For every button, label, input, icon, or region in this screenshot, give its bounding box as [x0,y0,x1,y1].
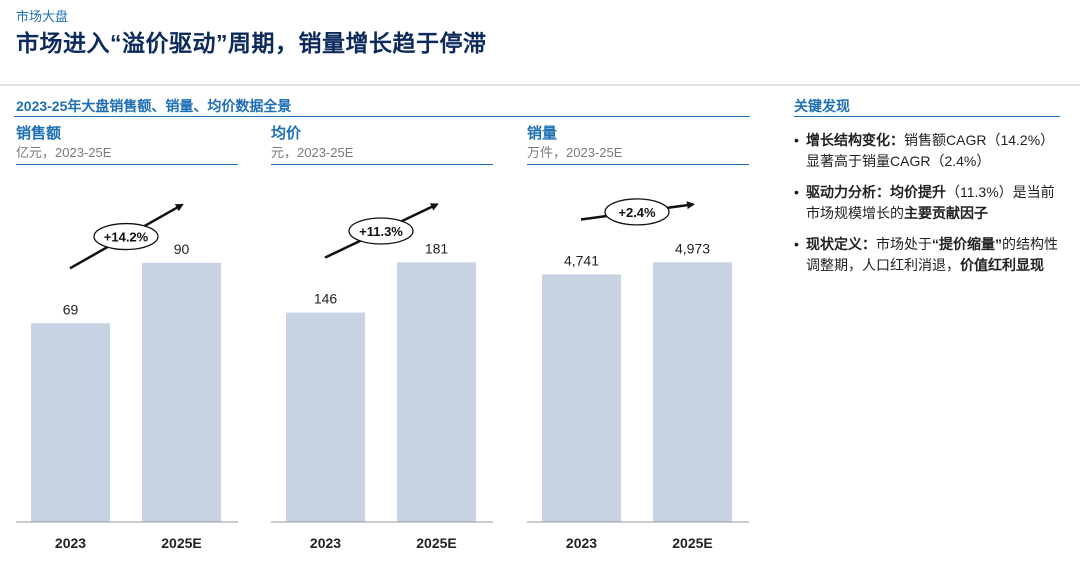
panel-unit-price: 元，2023-25E [271,145,354,160]
growth-label-sales: +14.2% [104,230,149,245]
panel-unit-sales: 亿元，2023-25E [16,145,112,160]
data-label-volume: 4,973 [675,240,710,256]
chart-section-title: 2023-25年大盘销售额、销量、均价数据全景 [16,98,292,114]
key-findings-divider [794,116,1060,117]
x-tick-label-price: 2023 [310,535,341,551]
data-label-sales: 69 [63,301,79,317]
growth-badge-volume [604,198,670,226]
x-tick-label-volume: 2025E [672,535,712,551]
growth-label-price: +11.3% [359,224,403,239]
bar-price-2023 [286,312,365,522]
x-tick-label-volume: 2023 [566,535,597,551]
data-label-price: 146 [314,291,338,307]
finding-bold: “提价缩量” [932,236,1002,252]
finding-bold: 价值红利显现 [960,257,1044,273]
finding-bold: 增长结构变化： [806,132,904,148]
finding-text: 市场处于 [876,236,932,252]
bar-sales-2023 [31,323,110,522]
bar-sales-2025E [142,262,221,522]
finding-item-status: 现状定义：市场处于“提价缩量”的结构性调整期，人口红利消退，价值红利显现 [792,234,1062,276]
key-findings-list: 增长结构变化：销售额CAGR（14.2%）显著高于销量CAGR（2.4%） 驱动… [792,130,1062,286]
chart-section-divider [14,116,750,117]
panel-header-volume: 销量 万件，2023-25E [527,120,749,165]
finding-bold: 驱动力分析：均价提升 [806,184,946,200]
panel-header-sales: 销售额 亿元，2023-25E [16,120,238,165]
bar-volume-2023 [542,274,621,522]
x-tick-label-price: 2025E [416,535,456,551]
panel-unit-volume: 万件，2023-25E [527,145,623,160]
data-label-price: 181 [425,240,449,256]
data-label-volume: 4,741 [564,252,599,268]
finding-bold: 现状定义： [806,236,876,252]
panel-title-price: 均价 [271,125,302,142]
finding-text: 的结构性调整期，人口红利消退， [806,236,1058,273]
finding-bold: 主要贡献因子 [904,205,988,221]
bar-volume-2025E [653,262,732,522]
finding-text: （11.3%）是当前市场规模增长的 [806,184,1055,221]
x-tick-label-sales: 2023 [55,535,86,551]
growth-label-volume: +2.4% [618,205,656,220]
panel-title-sales: 销售额 [16,125,62,142]
title-divider [0,84,1080,86]
growth-badge-price [348,217,414,245]
finding-text: 销售额CAGR（14.2%）显著高于销量CAGR（2.4%） [806,132,1055,169]
x-tick-label-sales: 2025E [161,535,201,551]
panel-header-price: 均价 元，2023-25E [271,120,493,165]
finding-item-structure: 增长结构变化：销售额CAGR（14.2%）显著高于销量CAGR（2.4%） [792,130,1062,172]
bar-price-2025E [397,262,476,522]
growth-badge-sales [93,222,159,251]
panel-title-volume: 销量 [527,125,558,142]
finding-item-driver: 驱动力分析：均价提升（11.3%）是当前市场规模增长的主要贡献因子 [792,182,1062,224]
bar-charts: 69 2023 90 2025E +14.2% 146 2023 181 2025E +11.3%… [16,198,749,551]
section-eyebrow: 市场大盘 [16,9,69,24]
data-label-sales: 90 [174,241,190,257]
key-findings-title: 关键发现 [794,98,850,114]
page-title: 市场进入“溢价驱动”周期，销量增长趋于停滞 [16,30,487,56]
